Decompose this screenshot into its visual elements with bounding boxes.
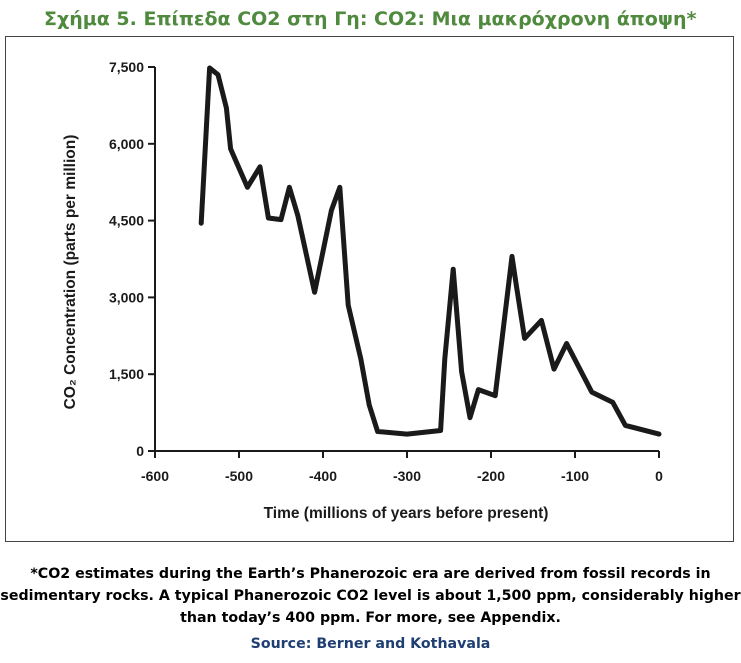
chart-axes: 0 1,500 3,000 4,500 6,000 7,500 -600 -500 -400 -3… — [109, 59, 663, 484]
x-tick-label: -300 — [393, 468, 421, 484]
y-tick-label: 3,000 — [109, 289, 144, 305]
x-tick-label: -200 — [477, 468, 505, 484]
y-tick-label: 1,500 — [109, 366, 144, 382]
x-tick-label: 0 — [655, 468, 663, 484]
x-tick-label: -100 — [561, 468, 589, 484]
footnote: *CO2 estimates during the Earth’s Phaner… — [0, 563, 741, 629]
x-tick-label: -500 — [225, 468, 253, 484]
footnote-line: *CO2 estimates during the Earth’s Phaner… — [30, 566, 711, 582]
x-axis-label: Time (millions of years before present) — [264, 505, 549, 522]
footnote-line: sedimentary rocks. A typical Phanerozoic… — [0, 588, 741, 604]
y-tick-label: 4,500 — [109, 213, 144, 229]
x-tick-label: -400 — [309, 468, 337, 484]
y-tick-label: 0 — [136, 443, 144, 459]
co2-series-line — [198, 65, 662, 437]
co2-line-chart: 0 1,500 3,000 4,500 6,000 7,500 -600 -500 -400 -3… — [62, 59, 663, 522]
figure-title: Σχήμα 5. Επίπεδα CO2 στη Γη: CO2: Μια μα… — [44, 8, 697, 30]
chart-frame — [5, 36, 734, 542]
y-axis-label: CO₂ Concentration (parts per million) — [62, 135, 79, 410]
y-tick-label: 6,000 — [109, 136, 144, 152]
x-tick-label: -600 — [141, 468, 169, 484]
footnote-line: than today’s 400 ppm. For more, see Appe… — [180, 610, 561, 626]
chart-marks — [198, 65, 662, 437]
y-tick-label: 7,500 — [109, 59, 144, 75]
source-credit: Source: Berner and Kothavala — [250, 636, 491, 652]
